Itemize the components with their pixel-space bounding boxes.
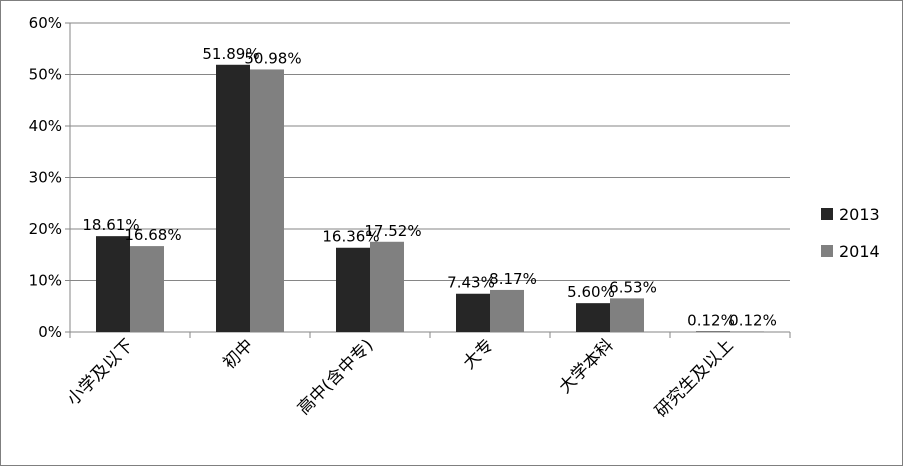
data-label-2013: 0.12% bbox=[687, 311, 735, 329]
bar-2013 bbox=[216, 64, 250, 333]
y-tick-label: 0% bbox=[38, 323, 62, 341]
data-label-2014: 50.98% bbox=[244, 49, 301, 67]
bar-2014 bbox=[250, 69, 284, 332]
data-label-2014: 17.52% bbox=[364, 222, 421, 240]
bar-2013 bbox=[96, 236, 130, 332]
legend-swatch-2014 bbox=[821, 245, 833, 257]
x-category-label: 研究生及以上 bbox=[651, 335, 737, 421]
x-category-label: 大专 bbox=[459, 335, 497, 373]
y-tick-label: 10% bbox=[29, 272, 62, 290]
data-label-2014: 16.68% bbox=[124, 226, 181, 244]
bar-2014 bbox=[730, 331, 764, 332]
data-label-2013: 18.61% bbox=[82, 216, 139, 234]
x-category-label: 大学本科 bbox=[555, 335, 617, 397]
bar-2013 bbox=[696, 331, 730, 332]
bar-2014 bbox=[130, 246, 164, 332]
x-category-label: 初中 bbox=[219, 335, 257, 373]
bar-2013 bbox=[456, 293, 490, 332]
data-label-2014: 0.12% bbox=[729, 311, 777, 329]
bar-2014 bbox=[370, 241, 404, 332]
x-category-label: 小学及以下 bbox=[63, 335, 137, 409]
x-category-label: 高中(含中专) bbox=[294, 335, 378, 419]
data-label-2013: 5.60% bbox=[567, 283, 615, 301]
bar-2013 bbox=[336, 247, 370, 332]
legend-swatch-2013 bbox=[821, 208, 833, 220]
legend-label-2013: 2013 bbox=[839, 205, 880, 224]
y-tick-label: 50% bbox=[29, 66, 62, 84]
bar-2014 bbox=[490, 289, 524, 332]
y-tick-label: 20% bbox=[29, 220, 62, 238]
data-label-2013: 16.36% bbox=[322, 228, 379, 246]
y-tick-label: 40% bbox=[29, 117, 62, 135]
data-label-2014: 8.17% bbox=[489, 270, 537, 288]
data-label-2013: 7.43% bbox=[447, 274, 495, 292]
bar-2014 bbox=[610, 298, 644, 332]
data-label-2013: 51.89% bbox=[202, 45, 259, 63]
bar-2013 bbox=[576, 303, 610, 332]
y-tick-label: 30% bbox=[29, 169, 62, 187]
y-tick-label: 60% bbox=[29, 14, 62, 32]
data-label-2014: 6.53% bbox=[609, 278, 657, 296]
legend-label-2014: 2014 bbox=[839, 242, 880, 261]
